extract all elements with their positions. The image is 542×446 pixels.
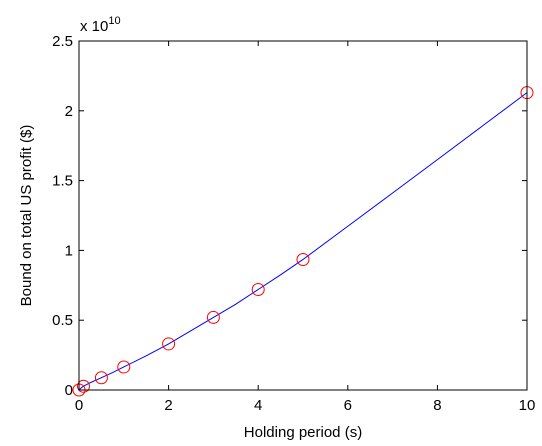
axes-layer: 0 2 4 6 8 10 0 0.5 1 1.5 2 2.5: [52, 33, 535, 414]
data-point-marker: [206, 310, 220, 324]
data-point-marker: [117, 360, 131, 374]
y-tick-label: 2.5: [52, 33, 73, 50]
y-axis-label: Bound on total US profit ($): [18, 125, 35, 307]
x-tick-label: 2: [164, 397, 172, 414]
y-multiplier-exponent: 10: [108, 15, 120, 27]
y-tick-label: 1: [65, 242, 73, 259]
series-line-0: [78, 92, 528, 391]
x-tick-label: 6: [344, 397, 352, 414]
plot-area: [79, 41, 527, 390]
y-multiplier-base: x 10: [80, 18, 108, 35]
data-point-marker: [162, 337, 176, 351]
x-tick-label: 0: [75, 397, 83, 414]
y-tick-label: 0: [65, 382, 73, 399]
x-axis-label: Holding period (s): [244, 424, 362, 441]
y-tick-label: 2: [65, 103, 73, 120]
data-point-marker: [76, 379, 90, 393]
y-tick-label: 0.5: [52, 312, 73, 329]
x-tick-label: 10: [519, 397, 536, 414]
y-multiplier-label: x 1010: [80, 15, 121, 35]
x-tick-label: 4: [254, 397, 262, 414]
data-point-marker: [94, 371, 108, 385]
x-tick-label: 8: [433, 397, 441, 414]
data-point-marker: [296, 252, 310, 266]
axes-box: [78, 40, 528, 391]
data-point-marker: [251, 282, 265, 296]
y-tick-label: 1.5: [52, 173, 73, 190]
